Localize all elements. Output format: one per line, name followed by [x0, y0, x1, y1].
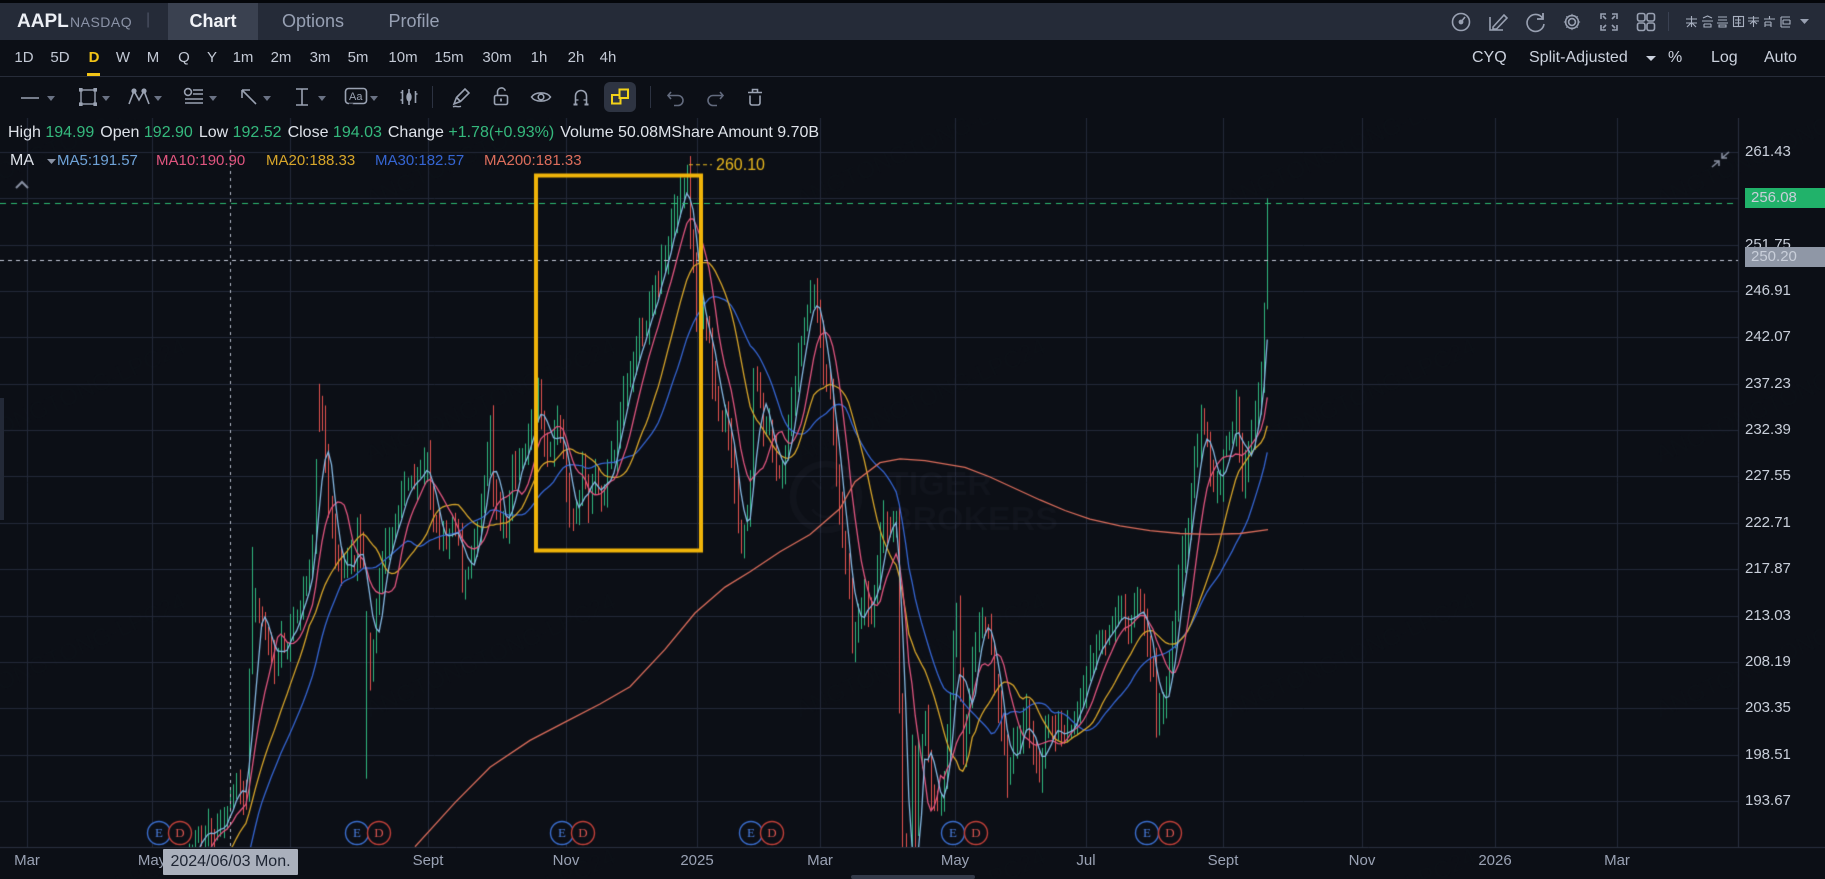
svg-text:Aa: Aa: [349, 91, 363, 103]
